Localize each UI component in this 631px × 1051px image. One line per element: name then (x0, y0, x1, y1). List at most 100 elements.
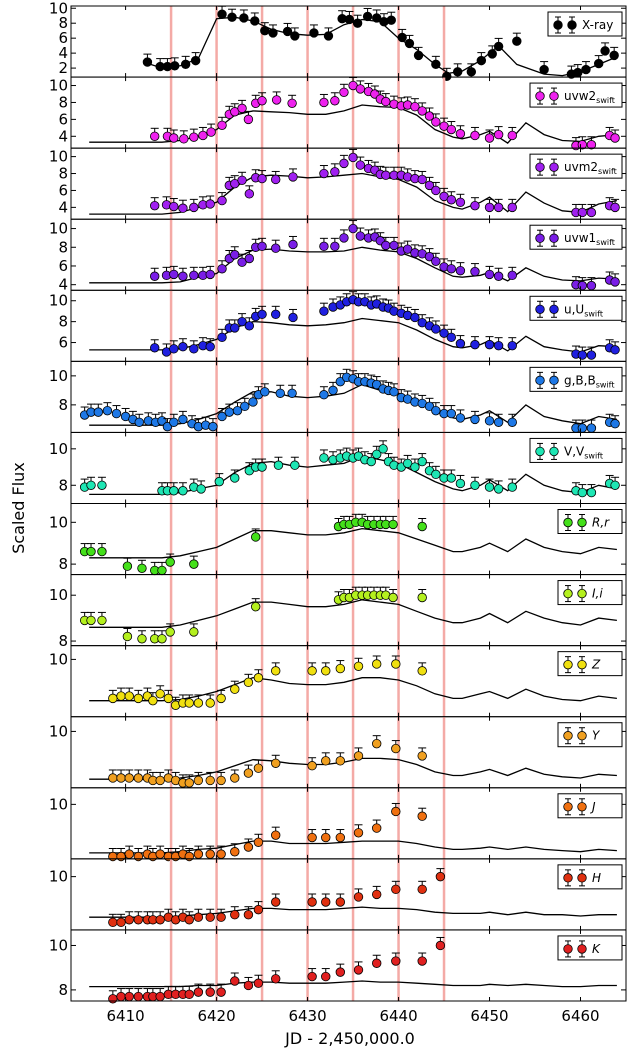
data-point (169, 417, 179, 427)
data-point (355, 160, 366, 170)
data-point (237, 175, 247, 185)
data-point (484, 269, 495, 280)
legend-label: X-ray (582, 18, 613, 32)
data-point (362, 11, 373, 22)
data-point (493, 271, 504, 281)
legend: uvw2swift (529, 82, 623, 108)
model-line (89, 840, 617, 854)
x-tick-label: 6410 (106, 1007, 144, 1025)
y-tick-label: 2 (58, 59, 68, 77)
data-point (244, 253, 255, 264)
panel-j: 10 J (49, 787, 627, 862)
data-point (217, 120, 227, 130)
data-point (243, 677, 254, 688)
y-tick-label: 6 (58, 110, 68, 128)
legend-label: R,r (592, 516, 610, 530)
data-point (431, 405, 441, 416)
data-point (355, 84, 366, 94)
legend-marker (549, 162, 559, 172)
data-point (335, 897, 346, 907)
data-point (124, 991, 134, 1002)
data-point (507, 202, 517, 213)
legend: J (557, 793, 623, 819)
data-point (321, 666, 331, 676)
data-point (205, 987, 215, 997)
data-point (193, 987, 204, 997)
data-point (162, 421, 173, 432)
data-point (217, 332, 227, 343)
legend-marker (549, 446, 559, 457)
data-point (133, 915, 144, 925)
data-point (455, 413, 466, 423)
data-point (507, 417, 517, 427)
data-point (230, 684, 240, 694)
data-point (150, 131, 160, 141)
y-tick-label: 8 (58, 165, 68, 183)
panel-z: 10 Z (49, 645, 627, 718)
data-point (290, 460, 300, 470)
data-point (237, 103, 247, 114)
data-point (493, 41, 504, 52)
data-point (165, 557, 175, 567)
data-point (184, 915, 194, 925)
legend: H (557, 864, 623, 890)
data-point (205, 199, 215, 209)
data-point (366, 456, 376, 467)
data-point (133, 851, 144, 862)
data-point (355, 231, 366, 241)
data-point (184, 851, 194, 862)
data-point (446, 264, 457, 274)
y-tick-label: 8 (58, 238, 68, 256)
data-point (155, 775, 165, 786)
legend-marker (577, 802, 587, 812)
data-point (189, 202, 199, 213)
data-point (609, 50, 619, 61)
data-point (214, 476, 225, 487)
data-point (455, 478, 466, 489)
data-point (381, 240, 391, 251)
data-point (446, 124, 457, 135)
data-point (169, 269, 179, 280)
y-tick-label: 10 (49, 0, 68, 17)
data-point (586, 280, 597, 291)
data-point (124, 691, 134, 701)
data-point (417, 884, 427, 895)
data-point (217, 264, 227, 274)
y-tick-label: 10 (49, 936, 68, 954)
data-point (237, 257, 247, 267)
data-point (178, 414, 188, 425)
legend-marker (549, 91, 559, 101)
data-point (205, 849, 215, 859)
data-point (260, 25, 270, 36)
y-tick-label: 6 (58, 334, 68, 352)
legend-marker (577, 517, 587, 528)
data-point (339, 233, 349, 243)
legend-marker (535, 233, 545, 243)
y-tick-label: 10 (49, 292, 68, 310)
data-point (353, 892, 364, 902)
y-tick-label: 10 (49, 513, 68, 531)
data-point (157, 565, 167, 576)
legend: R,r (557, 509, 623, 534)
legend-box (529, 82, 623, 108)
legend-marker (563, 944, 573, 954)
data-point (594, 58, 604, 69)
y-tick-label: 8 (58, 313, 68, 331)
data-point (391, 884, 401, 895)
data-point (257, 241, 267, 252)
y-tick-label: 6 (58, 181, 68, 199)
data-point (446, 408, 457, 419)
data-point (253, 837, 264, 847)
y-tick-label: 8 (58, 981, 68, 999)
panels: 246810X-ray46810uvw2swift46810uvm2swift4… (49, 0, 627, 1025)
data-point (484, 416, 495, 426)
panel-frame (70, 929, 627, 1002)
data-point (507, 130, 517, 141)
data-point (391, 743, 401, 754)
data-point (253, 904, 264, 915)
data-point (470, 130, 480, 141)
data-point (484, 202, 495, 213)
data-point (205, 775, 215, 786)
data-point (455, 197, 466, 207)
